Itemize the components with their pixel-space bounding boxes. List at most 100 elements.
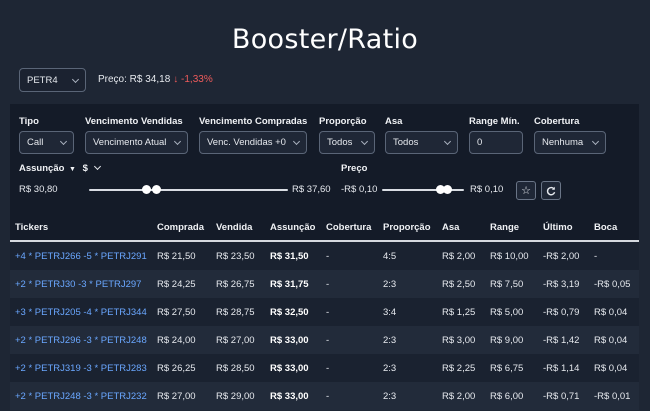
table-header: Tickers Comprada Vendida Assunção Cobertura P… [10, 214, 639, 242]
proporcao-select[interactable]: Todos [319, 131, 375, 154]
cell-boca: -R$ 0,01 [594, 391, 631, 402]
chevron-down-icon [360, 137, 369, 146]
cobertura-value: Nenhuma [542, 137, 584, 148]
cell-vendida: R$ 26,75 [216, 279, 255, 290]
preco-slider-track[interactable] [382, 189, 464, 191]
chevron-down-icon [292, 137, 301, 146]
cell-range: R$ 5,00 [490, 307, 524, 318]
price-change: ↓ -1,33% [173, 74, 213, 85]
refresh-button[interactable] [541, 181, 561, 200]
cell-boca: R$ 0,04 [594, 335, 628, 346]
favorite-button[interactable]: ☆ [516, 181, 536, 200]
column-header-cobertura[interactable]: Cobertura [326, 222, 372, 233]
column-header-range[interactable]: Range [490, 222, 520, 233]
assuncao-slider-low-handle[interactable] [142, 185, 152, 194]
cell-cobertura: - [326, 307, 330, 318]
table-row[interactable]: +4 * PETRJ266 -5 * PETRJ291 R$ 21,50 R$ 23… [10, 242, 639, 270]
cell-cobertura: - [326, 335, 330, 346]
cell-boca: R$ 0,04 [594, 363, 628, 374]
cell-range: R$ 6,00 [490, 391, 524, 402]
cell-ultimo: -R$ 1,14 [543, 363, 580, 374]
tipo-label: Tipo [19, 116, 39, 127]
chevron-down-icon [71, 75, 80, 84]
assuncao-max-label: R$ 37,60 [292, 184, 331, 195]
cell-proporcao: 2:3 [383, 363, 397, 374]
results-table: Tickers Comprada Vendida Assunção Cobertura P… [10, 214, 639, 410]
cell-tickers[interactable]: +2 * PETRJ248 -3 * PETRJ232 [15, 391, 147, 402]
venc-vendidas-select[interactable]: Vencimento Atual [85, 131, 188, 154]
chevron-down-icon [59, 137, 68, 146]
cell-comprada: R$ 26,25 [157, 363, 196, 374]
column-header-proporcao[interactable]: Proporção [383, 222, 431, 233]
column-header-ultimo[interactable]: Último [543, 222, 573, 233]
ticker-select[interactable]: PETR4 [19, 68, 86, 92]
cell-proporcao: 2:3 [383, 279, 397, 290]
tipo-select[interactable]: Call [19, 131, 74, 154]
asa-label: Asa [385, 116, 403, 127]
cell-tickers[interactable]: +2 * PETRJ296 -3 * PETRJ248 [15, 335, 147, 346]
price-info: Preço: R$ 34,18 ↓ -1,33% [98, 74, 213, 85]
column-header-tickers[interactable]: Tickers [15, 222, 49, 233]
assuncao-unit[interactable]: $ [82, 163, 88, 174]
venc-vendidas-value: Vencimento Atual [93, 137, 167, 148]
range-min-input[interactable]: 0 [469, 131, 523, 154]
cell-vendida: R$ 29,00 [216, 391, 255, 402]
assuncao-label: Assunção [19, 163, 65, 174]
caret-down-icon[interactable]: ▼ [69, 166, 76, 173]
cell-asa: R$ 2,00 [442, 251, 476, 262]
column-header-asa[interactable]: Asa [442, 222, 460, 233]
cell-boca: R$ 0,04 [594, 307, 628, 318]
cell-tickers[interactable]: +2 * PETRJ319 -3 * PETRJ283 [15, 363, 147, 374]
chevron-down-icon [443, 137, 452, 146]
proporcao-value: Todos [327, 137, 353, 148]
cell-cobertura: - [326, 251, 330, 262]
cell-range: R$ 9,00 [490, 335, 524, 346]
cell-ultimo: -R$ 3,19 [543, 279, 580, 290]
cell-tickers[interactable]: +3 * PETRJ205 -4 * PETRJ344 [15, 307, 147, 318]
preco-min-label: -R$ 0,10 [341, 184, 378, 195]
cell-cobertura: - [326, 279, 330, 290]
cell-asa: R$ 1,25 [442, 307, 476, 318]
asa-select[interactable]: Todos [385, 131, 458, 154]
cell-tickers[interactable]: +2 * PETRJ30 -3 * PETRJ297 [15, 279, 142, 290]
cell-assuncao: R$ 32,50 [270, 307, 309, 318]
column-header-assuncao[interactable]: Assunção [270, 222, 316, 233]
venc-compradas-label: Vencimento Compradas [199, 116, 308, 127]
preco-slider-high-handle[interactable] [443, 185, 453, 194]
cell-comprada: R$ 24,00 [157, 335, 196, 346]
table-row[interactable]: +2 * PETRJ30 -3 * PETRJ297 R$ 24,25 R$ 26,… [10, 270, 639, 298]
column-header-comprada[interactable]: Comprada [157, 222, 204, 233]
cell-comprada: R$ 21,50 [157, 251, 196, 262]
assuncao-label-group: Assunção ▼ $ [19, 162, 101, 174]
cell-ultimo: -R$ 2,00 [543, 251, 580, 262]
venc-compradas-select[interactable]: Venc. Vendidas +0 [199, 131, 307, 154]
cell-asa: R$ 2,25 [442, 363, 476, 374]
assuncao-slider-high-handle[interactable] [152, 185, 162, 194]
preco-slider-low-handle[interactable] [435, 185, 445, 194]
cell-tickers[interactable]: +4 * PETRJ266 -5 * PETRJ291 [15, 251, 147, 262]
cell-boca: -R$ 0,05 [594, 279, 631, 290]
cobertura-label: Cobertura [534, 116, 580, 127]
cell-proporcao: 4:5 [383, 251, 397, 262]
tipo-value: Call [27, 137, 44, 148]
cell-vendida: R$ 28,75 [216, 307, 255, 318]
column-header-vendida[interactable]: Vendida [216, 222, 253, 233]
cell-assuncao: R$ 33,00 [270, 391, 309, 402]
proporcao-label: Proporção [319, 116, 367, 127]
table-row[interactable]: +2 * PETRJ248 -3 * PETRJ232 R$ 27,00 R$ 29… [10, 382, 639, 410]
ticker-select-value: PETR4 [27, 74, 58, 86]
range-min-label: Range Mín. [469, 116, 520, 127]
cell-range: R$ 10,00 [490, 251, 529, 262]
preco-label: Preço [341, 163, 368, 174]
cobertura-select[interactable]: Nenhuma [534, 131, 606, 154]
assuncao-min-label: R$ 30,80 [19, 184, 58, 195]
table-row[interactable]: +2 * PETRJ319 -3 * PETRJ283 R$ 26,25 R$ 28… [10, 354, 639, 382]
chevron-down-icon[interactable] [93, 162, 101, 171]
cell-comprada: R$ 27,00 [157, 391, 196, 402]
table-row[interactable]: +2 * PETRJ296 -3 * PETRJ248 R$ 24,00 R$ 27… [10, 326, 639, 354]
assuncao-slider-track[interactable] [89, 189, 288, 191]
table-row[interactable]: +3 * PETRJ205 -4 * PETRJ344 R$ 27,50 R$ 28… [10, 298, 639, 326]
cell-asa: R$ 3,00 [442, 335, 476, 346]
column-header-boca[interactable]: Boca [594, 222, 618, 233]
cell-comprada: R$ 27,50 [157, 307, 196, 318]
